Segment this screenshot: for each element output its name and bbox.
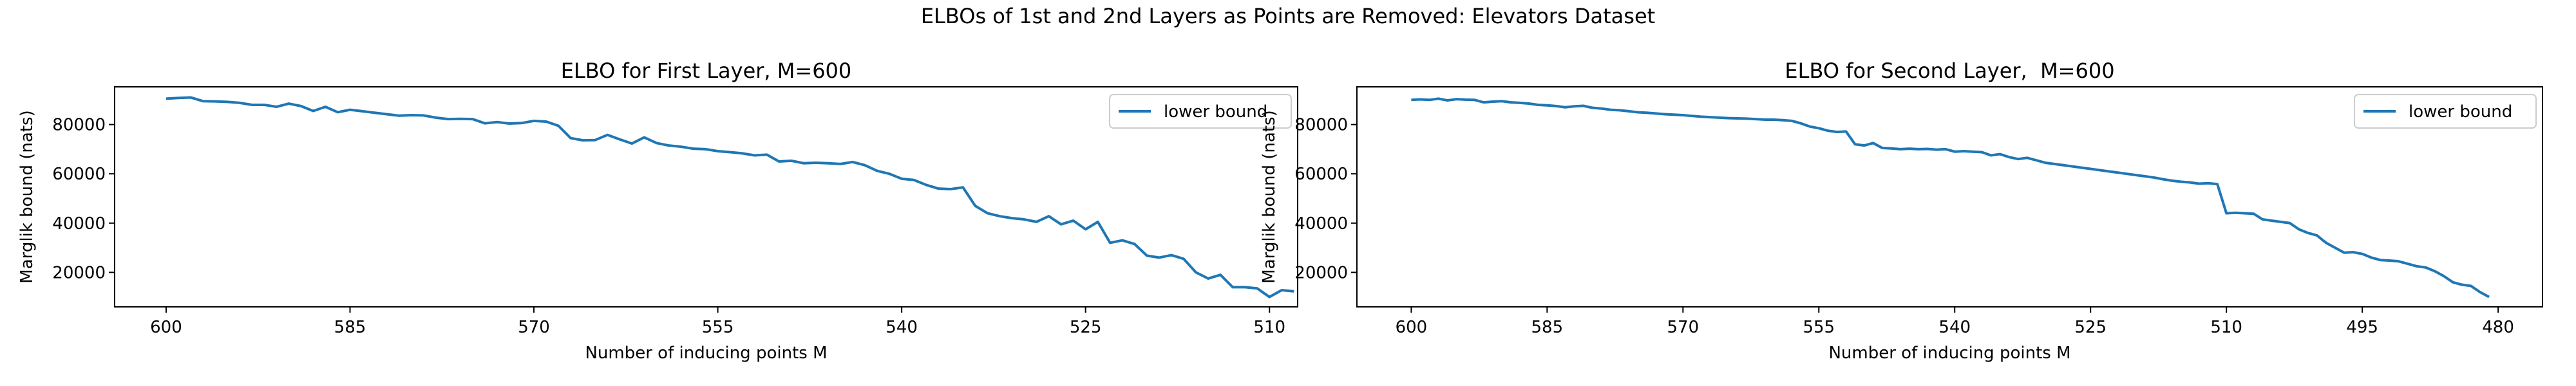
legend-label: lower bound bbox=[2409, 102, 2512, 122]
x-tick-label: 600 bbox=[1396, 318, 1428, 337]
data-line bbox=[166, 96, 1294, 299]
axes-frame bbox=[114, 86, 1298, 308]
x-tick-label: 555 bbox=[702, 318, 734, 337]
x-tick-label: 510 bbox=[1253, 318, 1285, 337]
axes-title: ELBO for First Layer, M=600 bbox=[561, 59, 852, 83]
x-tick-label: 510 bbox=[2210, 318, 2242, 337]
x-axis-label: Number of inducing points M bbox=[1828, 344, 2070, 363]
legend-label: lower bound bbox=[1164, 102, 1267, 122]
data-line bbox=[1411, 97, 2490, 299]
axes-frame bbox=[1356, 86, 2543, 308]
x-tick-label: 525 bbox=[1070, 318, 1102, 337]
figure-title: ELBOs of 1st and 2nd Layers as Points ar… bbox=[921, 4, 1655, 28]
y-tick-label: 40000 bbox=[52, 214, 106, 234]
x-tick-label: 480 bbox=[2482, 318, 2514, 337]
legend-box bbox=[1109, 94, 1292, 129]
subplot: 600 585 570 555 540 525 510 495 480 20000 40000 600… bbox=[1260, 59, 2543, 363]
x-axis-label: Number of inducing points M bbox=[585, 344, 827, 363]
x-tick-label: 585 bbox=[334, 318, 366, 337]
x-tick-label: 600 bbox=[150, 318, 182, 337]
y-tick-label: 60000 bbox=[52, 165, 106, 184]
y-tick-label: 80000 bbox=[52, 116, 106, 135]
y-axis-label: Marglik bound (nats) bbox=[1260, 110, 1279, 283]
x-tick-label: 555 bbox=[1803, 318, 1835, 337]
x-tick-label: 540 bbox=[886, 318, 918, 337]
subplot: 600 585 570 555 540 525 510 20000 40000 60000 8000… bbox=[17, 59, 1298, 363]
y-tick-label: 20000 bbox=[1294, 263, 1348, 282]
x-tick-label: 585 bbox=[1531, 318, 1564, 337]
y-tick-label: 80000 bbox=[1294, 116, 1348, 135]
legend-box bbox=[2354, 94, 2537, 129]
x-tick-label: 570 bbox=[518, 318, 550, 337]
x-tick-label: 570 bbox=[1667, 318, 1699, 337]
x-tick-label: 540 bbox=[1938, 318, 1971, 337]
y-tick-label: 40000 bbox=[1294, 214, 1348, 234]
axes-title: ELBO for Second Layer, M=600 bbox=[1785, 59, 2114, 83]
y-tick-label: 60000 bbox=[1294, 165, 1348, 184]
y-axis-label: Marglik bound (nats) bbox=[17, 110, 37, 283]
x-tick-label: 525 bbox=[2074, 318, 2107, 337]
x-tick-label: 495 bbox=[2346, 318, 2378, 337]
y-tick-label: 20000 bbox=[52, 263, 106, 282]
